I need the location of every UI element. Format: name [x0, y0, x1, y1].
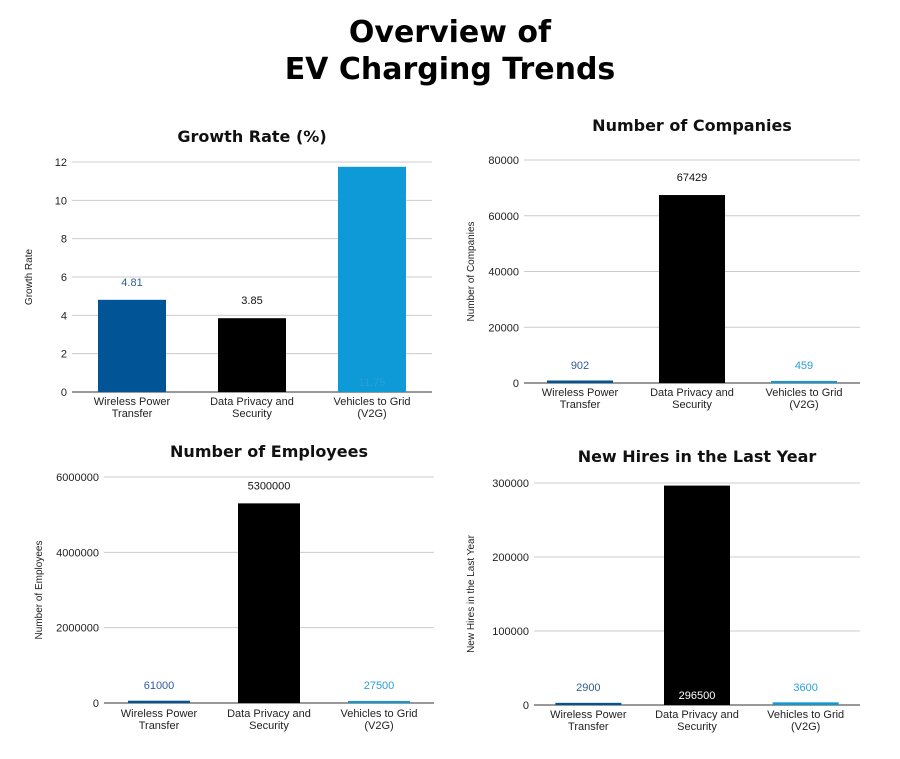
data-label: 2900 — [576, 682, 600, 694]
bar-v2g — [772, 702, 839, 705]
data-label: 3600 — [793, 682, 817, 694]
y-axis-label: Growth Rate — [24, 248, 35, 305]
y-tick-label: 0 — [513, 378, 519, 390]
y-tick-label: 300000 — [492, 478, 529, 490]
x-tick-label: Wireless Power — [94, 396, 171, 408]
bar-privacy — [238, 503, 300, 703]
bar-privacy — [664, 485, 730, 705]
y-tick-label: 12 — [55, 157, 67, 169]
x-tick-label: Security — [672, 399, 712, 411]
y-tick-label: 6000000 — [56, 472, 99, 484]
data-label: 61000 — [144, 680, 175, 692]
x-tick-label: Transfer — [568, 721, 609, 733]
data-label: 3.85 — [241, 295, 262, 307]
main-title: Overview of EV Charging Trends — [0, 14, 900, 88]
y-tick-label: 4 — [61, 310, 67, 322]
x-tick-label: Wireless Power — [121, 708, 198, 720]
data-label: 5300000 — [248, 480, 291, 492]
y-tick-label: 2 — [61, 349, 67, 361]
x-tick-label: Data Privacy and — [210, 396, 294, 408]
x-tick-label: Security — [249, 720, 289, 732]
data-label: 459 — [795, 360, 813, 372]
bar-privacy — [218, 318, 286, 392]
main-title-line-1: Overview of — [348, 15, 552, 50]
data-label: 902 — [571, 360, 589, 372]
x-tick-label: (V2G) — [791, 721, 820, 733]
data-label: 296500 — [679, 690, 716, 702]
y-tick-label: 0 — [523, 700, 529, 712]
data-label: 67429 — [677, 172, 708, 184]
x-tick-label: Wireless Power — [542, 387, 619, 399]
data-label: 27500 — [364, 680, 395, 692]
x-tick-label: Data Privacy and — [227, 708, 311, 720]
x-tick-label: Transfer — [560, 399, 601, 411]
chart-title: New Hires in the Last Year — [578, 447, 817, 466]
chart-number-of-companies: Number of Companies Number of Companies 0 2… — [450, 105, 900, 420]
chart-title: Number of Employees — [170, 442, 368, 461]
chart-svg: New Hires in the Last Year New Hires in t… — [466, 447, 860, 733]
x-tick-label: Data Privacy and — [655, 709, 739, 721]
bar-v2g — [338, 166, 406, 392]
y-tick-label: 60000 — [488, 211, 519, 223]
x-tick-label: Transfer — [112, 408, 153, 420]
x-tick-label: Vehicles to Grid — [767, 709, 844, 721]
x-tick-label: (V2G) — [789, 399, 818, 411]
y-tick-label: 4000000 — [56, 547, 99, 559]
chart-new-hires: New Hires in the Last Year New Hires in t… — [450, 435, 900, 755]
x-tick-label: Wireless Power — [550, 709, 627, 721]
y-tick-label: 8 — [61, 234, 67, 246]
x-tick-label: Vehicles to Grid — [333, 396, 410, 408]
y-tick-label: 80000 — [488, 155, 519, 167]
chart-svg: Number of Companies Number of Companies 0 2… — [466, 116, 860, 411]
x-tick-label: Data Privacy and — [650, 387, 734, 399]
y-tick-label: 40000 — [488, 267, 519, 279]
bar-wireless — [98, 299, 166, 392]
y-axis-label: Number of Employees — [34, 541, 45, 640]
y-axis-label: New Hires in the Last Year — [466, 534, 477, 653]
y-tick-label: 6 — [61, 272, 67, 284]
chart-svg: Growth Rate (%) Growth Rate 0 2 4 6 8 10 12 4.81 W… — [24, 127, 432, 420]
bar-v2g — [348, 701, 410, 703]
bar-wireless — [547, 380, 613, 383]
x-tick-label: Transfer — [139, 720, 180, 732]
x-tick-label: Vehicles to Grid — [340, 708, 417, 720]
y-tick-label: 0 — [93, 698, 99, 710]
chart-growth-rate: Growth Rate (%) Growth Rate 0 2 4 6 8 10 12 4.81 W… — [0, 115, 450, 425]
x-tick-label: (V2G) — [357, 408, 386, 420]
y-tick-label: 0 — [61, 387, 67, 399]
bar-privacy — [659, 195, 725, 383]
bar-wireless — [128, 700, 190, 703]
y-tick-label: 20000 — [488, 322, 519, 334]
chart-number-of-employees: Number of Employees Number of Employees 0 2… — [0, 430, 450, 755]
chart-svg: Number of Employees Number of Employees 0 2… — [34, 442, 434, 732]
y-tick-label: 100000 — [492, 626, 529, 638]
chart-title: Growth Rate (%) — [177, 127, 326, 146]
x-tick-label: Security — [232, 408, 272, 420]
main-title-line-2: EV Charging Trends — [284, 52, 616, 87]
x-tick-label: (V2G) — [364, 720, 393, 732]
data-label: 4.81 — [121, 277, 142, 289]
x-tick-label: Security — [677, 721, 717, 733]
bar-v2g — [771, 381, 837, 383]
y-axis-label: Number of Companies — [466, 221, 477, 321]
chart-title: Number of Companies — [592, 116, 792, 135]
y-tick-label: 200000 — [492, 552, 529, 564]
bar-wireless — [555, 702, 622, 705]
y-tick-label: 10 — [55, 195, 67, 207]
x-tick-label: Vehicles to Grid — [765, 387, 842, 399]
y-tick-label: 2000000 — [56, 623, 99, 635]
data-label: 11.75 — [359, 377, 386, 389]
